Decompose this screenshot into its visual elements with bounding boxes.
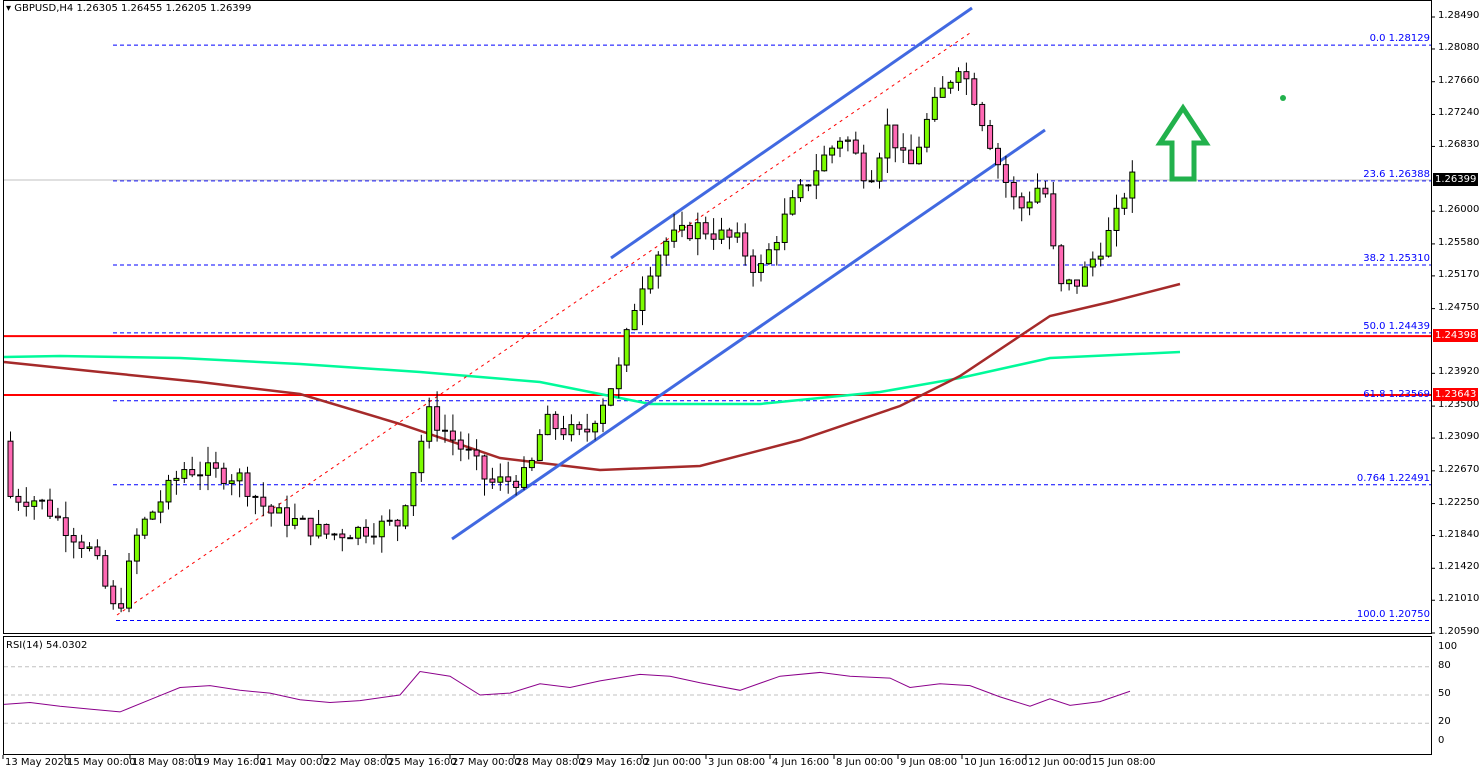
price-tick: 1.26830: [1438, 139, 1480, 151]
rsi-level: 100: [1438, 641, 1458, 652]
candlesticks: [7, 62, 1136, 613]
price-tick: 1.21840: [1438, 528, 1480, 540]
time-tick: 9 Jun 08:00: [900, 757, 958, 768]
fib-label: 0.764 1.22491: [1356, 472, 1430, 484]
rsi-level: 0: [1438, 735, 1445, 746]
price-tick: 1.23090: [1438, 431, 1480, 443]
overlays: [3, 6, 1431, 622]
price-tick: 1.22250: [1438, 496, 1480, 508]
price-tag: 1.23643: [1433, 387, 1478, 401]
fib-label: 38.2 1.25310: [1363, 252, 1430, 264]
price-tick: 1.23920: [1438, 366, 1480, 378]
fib-label: 61.8 1.23569: [1363, 388, 1430, 400]
time-tick: 25 May 16:00: [388, 757, 457, 768]
rsi-line: [3, 670, 1131, 713]
time-tick: 3 Jun 08:00: [708, 757, 766, 768]
price-tick: 1.22670: [1438, 463, 1480, 475]
time-tick: 12 Jun 00:00: [1028, 757, 1092, 768]
up-arrow-icon: [1155, 103, 1211, 182]
price-tick: 1.28490: [1438, 10, 1480, 21]
rsi-level: 50: [1438, 688, 1451, 699]
price-tick: 1.27240: [1438, 107, 1480, 119]
time-tick: 2 Jun 00:00: [644, 757, 702, 768]
time-tick: 8 Jun 00:00: [836, 757, 894, 768]
price-tick: 1.24750: [1438, 301, 1480, 313]
price-tick: 1.25580: [1438, 236, 1480, 248]
axes: [2, 16, 1435, 759]
price-tick: 1.26000: [1438, 204, 1480, 216]
rsi-label: RSI(14) 54.0302: [6, 640, 88, 651]
time-tick: 29 May 16:00: [580, 757, 649, 768]
price-tick: 1.27660: [1438, 74, 1480, 86]
price-tick: 1.25170: [1438, 268, 1480, 280]
time-tick: 27 May 00:00: [452, 757, 521, 768]
time-tick: 28 May 08:00: [516, 757, 585, 768]
time-tick: 15 May 00:00: [67, 757, 136, 768]
marker-dot: [1280, 95, 1286, 101]
time-tick: 4 Jun 16:00: [772, 757, 830, 768]
fib-label: 0.0 1.28129: [1369, 33, 1430, 45]
time-tick: 18 May 08:00: [132, 757, 201, 768]
fib-label: 100.0 1.20750: [1356, 608, 1430, 620]
price-tag: 1.26399: [1433, 173, 1478, 187]
price-tick: 1.23500: [1438, 399, 1480, 411]
price-tick: 1.28080: [1438, 41, 1480, 53]
price-tick: 1.21420: [1438, 561, 1480, 573]
main-pane-frame: [3, 0, 1432, 634]
time-tick: 21 May 00:00: [260, 757, 329, 768]
fib-label: 23.6 1.26388: [1363, 168, 1430, 180]
price-tick: 1.20590: [1438, 626, 1480, 637]
rsi-level: 80: [1438, 659, 1451, 671]
time-tick: 22 May 08:00: [324, 757, 393, 768]
price-tag: 1.24398: [1433, 329, 1478, 343]
rsi-pane-frame: [3, 636, 1432, 755]
rsi-level: 20: [1438, 716, 1451, 728]
price-tick: 1.21010: [1438, 593, 1480, 605]
time-tick: 15 Jun 08:00: [1092, 757, 1156, 768]
time-tick: 10 Jun 16:00: [964, 757, 1028, 768]
time-tick: 19 May 16:00: [197, 757, 266, 768]
chart-title: ▾ GBPUSD,H4 1.26305 1.26455 1.26205 1.26…: [6, 3, 252, 14]
time-tick: 13 May 2020: [5, 757, 71, 768]
fib-label: 50.0 1.24439: [1363, 320, 1430, 332]
